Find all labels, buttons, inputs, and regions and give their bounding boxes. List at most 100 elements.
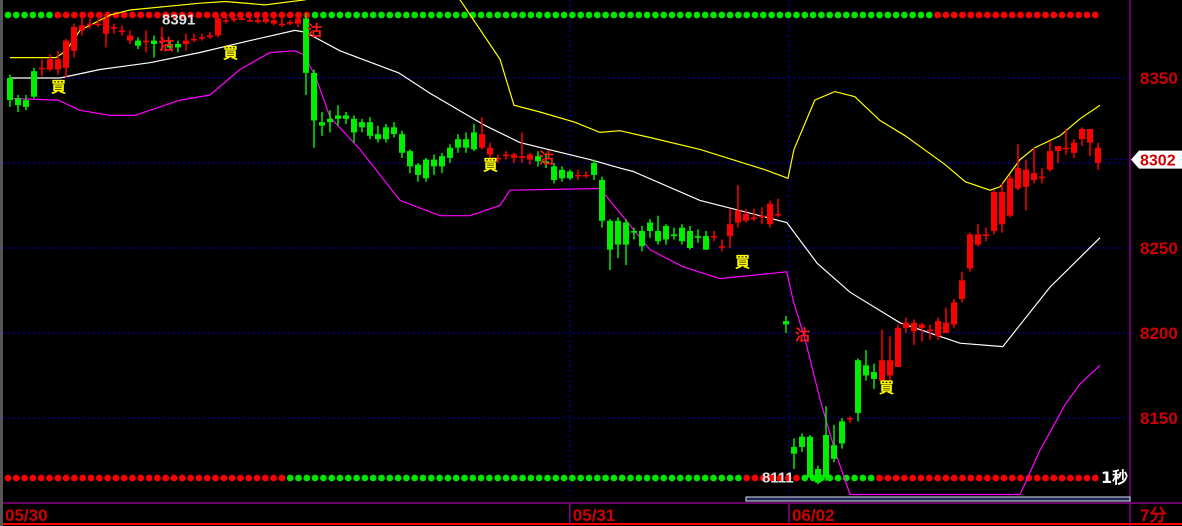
candle-body — [303, 18, 309, 73]
top-indicator-dot — [286, 11, 294, 19]
candle-body — [167, 44, 173, 48]
candle-body — [927, 329, 933, 332]
bottom-indicator-dot — [660, 474, 668, 482]
top-indicator-dot — [552, 11, 560, 19]
candle-body — [431, 159, 437, 167]
candle-body — [495, 157, 501, 160]
top-indicator-dot — [195, 11, 203, 19]
top-indicator-dot — [768, 11, 775, 19]
top-indicator-dot — [602, 11, 609, 19]
bottom-indicator-dot — [884, 474, 892, 482]
bottom-indicator-dot — [701, 474, 709, 482]
bottom-indicator-dot — [544, 474, 551, 482]
bottom-indicator-dot — [477, 474, 485, 482]
bottom-indicator-dot — [436, 474, 443, 482]
top-indicator-dot — [220, 11, 228, 19]
candle-body — [1063, 147, 1069, 150]
candle-body — [655, 231, 661, 242]
bottom-indicator-dot — [469, 474, 477, 482]
candle-body — [543, 161, 549, 163]
top-indicator-dot — [917, 11, 925, 19]
horizontal-scrollbar[interactable] — [745, 496, 1131, 502]
top-indicator-dot — [668, 11, 676, 19]
bottom-indicator-dot — [992, 474, 1000, 482]
bottom-indicator-dot — [62, 474, 70, 482]
bottom-indicator-dot — [569, 474, 576, 482]
candle-body — [679, 227, 685, 242]
top-indicator-dot — [394, 11, 402, 19]
bottom-indicator-dot — [735, 474, 742, 482]
top-indicator-dot — [1058, 11, 1066, 19]
bottom-indicator-dot — [618, 474, 626, 482]
top-indicator-dot — [959, 11, 966, 19]
candle-body — [783, 321, 789, 325]
top-indicator-dot — [178, 11, 186, 19]
candle-body — [319, 122, 325, 126]
bottom-indicator-dot — [120, 474, 128, 482]
timeframe-label[interactable]: 7分 — [1140, 506, 1166, 525]
top-indicator-dot — [154, 11, 161, 19]
candle-body — [343, 115, 349, 119]
candle-body — [311, 72, 317, 121]
bottom-indicator-dot — [876, 474, 883, 482]
candle-body — [1071, 142, 1077, 153]
bottom-indicator-dot — [685, 474, 692, 482]
buy-signal-marker: 買 — [51, 78, 66, 96]
bottom-indicator-dot — [444, 474, 452, 482]
bottom-indicator-dot — [195, 474, 203, 482]
bottom-indicator-dot — [859, 474, 867, 482]
top-indicator-dot — [842, 11, 850, 19]
bottom-indicator-dot — [137, 474, 145, 482]
candle-body — [623, 222, 629, 245]
candle-body — [647, 222, 653, 231]
candle-body — [975, 234, 981, 245]
candle-body — [847, 418, 853, 420]
top-indicator-dot — [54, 11, 62, 19]
top-indicator-dot — [726, 11, 734, 19]
candle-body — [295, 18, 301, 24]
candle-body — [511, 154, 517, 158]
candle-body — [439, 156, 445, 167]
top-indicator-dot — [851, 11, 858, 19]
candle-body — [15, 98, 21, 106]
candle-body — [215, 18, 221, 36]
top-indicator-dot — [477, 11, 485, 19]
top-indicator-dot — [336, 11, 344, 19]
candle-body — [207, 35, 213, 37]
candle-body — [631, 231, 637, 233]
top-indicator-dot — [793, 11, 800, 19]
bottom-indicator-dot — [286, 474, 294, 482]
top-indicator-dot — [718, 11, 726, 19]
candle-body — [519, 156, 525, 158]
candle-body — [671, 234, 677, 237]
top-indicator-dot — [461, 11, 468, 19]
top-indicator-dot — [62, 11, 70, 19]
candle-body — [767, 203, 773, 225]
bottom-indicator-dot — [311, 474, 319, 482]
bottom-indicator-dot — [768, 474, 775, 482]
lower-band-line — [9, 50, 1101, 496]
bottom-indicator-dot — [552, 474, 560, 482]
candle-body — [231, 18, 237, 21]
bottom-indicator-dot — [1008, 474, 1016, 482]
bottom-indicator-dot — [344, 474, 352, 482]
top-indicator-dot — [909, 11, 917, 19]
bottom-indicator-dot — [386, 474, 394, 482]
sell-signal-marker: 沽 — [795, 326, 810, 344]
top-indicator-dot — [12, 11, 20, 19]
candle-body — [799, 436, 805, 447]
candle-body — [871, 372, 877, 379]
bottom-indicator-dot — [203, 474, 211, 482]
date-label: 06/02 — [792, 506, 835, 525]
top-indicator-dot — [129, 11, 136, 19]
bottom-indicator-dot — [1058, 474, 1066, 482]
candle-body — [743, 214, 749, 221]
top-indicator-dot — [652, 11, 659, 19]
top-indicator-dot — [751, 11, 759, 19]
candle-body — [935, 321, 941, 337]
candle-body — [615, 220, 621, 245]
candle-body — [831, 445, 837, 459]
top-indicator-dot — [1075, 11, 1083, 19]
top-indicator-dot — [1050, 11, 1058, 19]
